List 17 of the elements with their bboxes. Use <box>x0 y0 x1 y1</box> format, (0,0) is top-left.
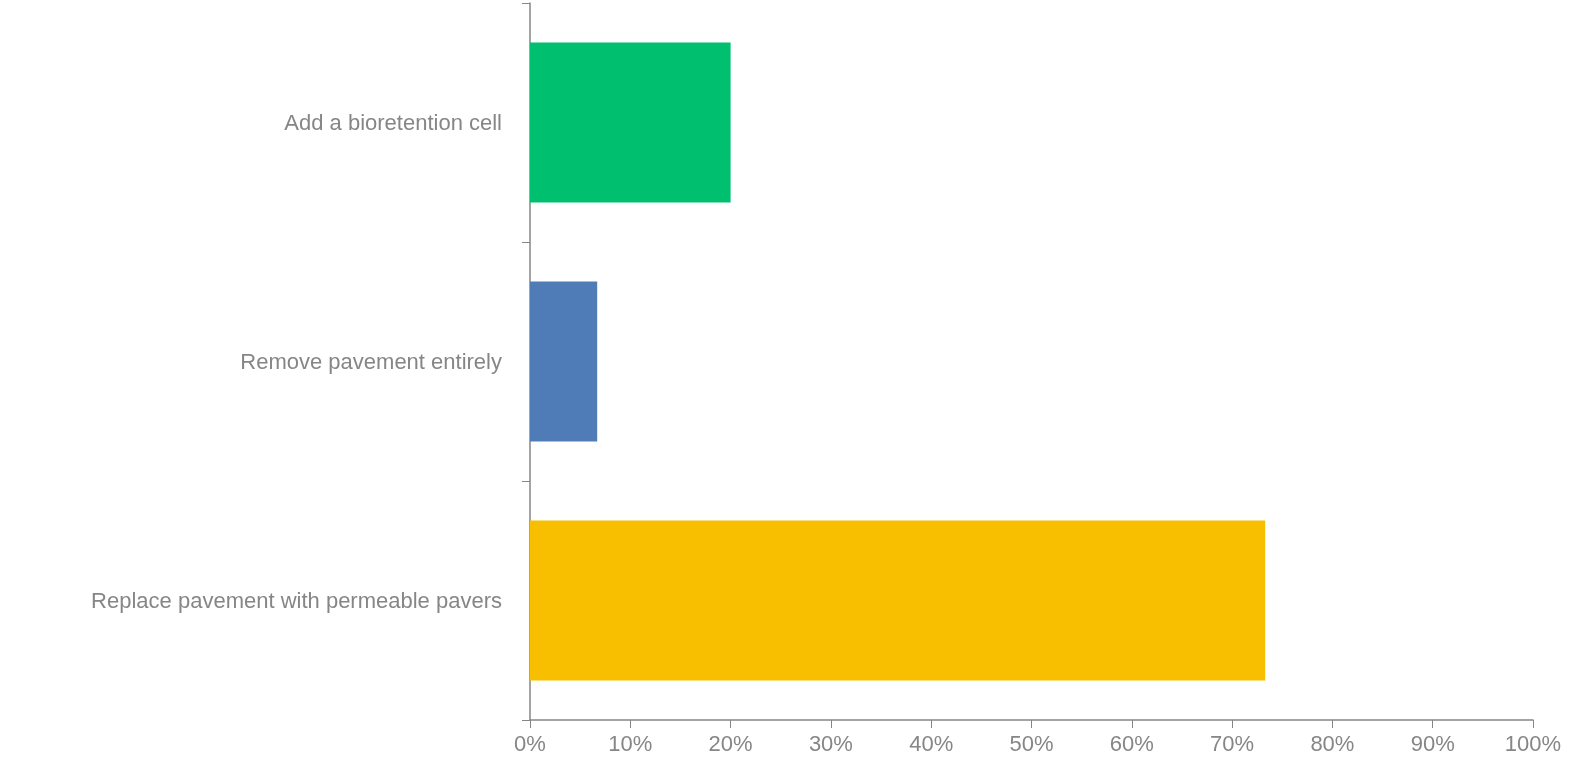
x-tick-label: 40% <box>909 730 954 756</box>
x-tick-label: 70% <box>1210 730 1255 756</box>
x-tick-label: 80% <box>1310 730 1355 756</box>
bar <box>530 42 731 203</box>
bar <box>530 520 1266 681</box>
x-tick-label: 20% <box>708 730 753 756</box>
y-tick-label: Replace pavement with permeable pavers <box>91 588 502 613</box>
y-tick-label: Add a bioretention cell <box>284 110 502 135</box>
x-tick-label: 100% <box>1504 730 1562 756</box>
bar <box>530 281 598 442</box>
y-tick-label: Remove pavement entirely <box>240 349 502 374</box>
x-tick-label: 30% <box>808 730 853 756</box>
x-tick-label: 10% <box>608 730 653 756</box>
x-tick-label: 60% <box>1109 730 1154 756</box>
x-tick-label: 50% <box>1009 730 1054 756</box>
x-tick-label: 90% <box>1410 730 1455 756</box>
x-tick-label: 0% <box>514 730 546 756</box>
